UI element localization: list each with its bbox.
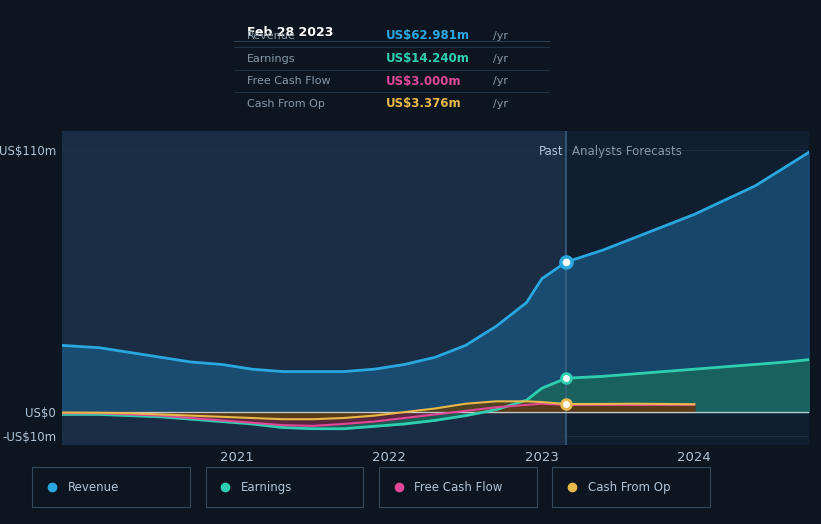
Text: /yr: /yr: [493, 31, 508, 41]
FancyBboxPatch shape: [553, 467, 710, 507]
FancyBboxPatch shape: [379, 467, 537, 507]
Text: Feb 28 2023: Feb 28 2023: [246, 26, 333, 39]
Text: Analysts Forecasts: Analysts Forecasts: [572, 145, 682, 158]
Text: US$3.000m: US$3.000m: [386, 74, 461, 88]
Text: Cash From Op: Cash From Op: [588, 481, 670, 494]
Text: Revenue: Revenue: [246, 31, 296, 41]
Text: Free Cash Flow: Free Cash Flow: [246, 76, 330, 86]
Text: Past: Past: [539, 145, 563, 158]
FancyBboxPatch shape: [205, 467, 363, 507]
Text: /yr: /yr: [493, 99, 508, 108]
Text: /yr: /yr: [493, 76, 508, 86]
Bar: [62, 131, 566, 445]
Text: US$62.981m: US$62.981m: [386, 29, 470, 42]
FancyBboxPatch shape: [32, 467, 190, 507]
Bar: [566, 131, 809, 445]
Text: Free Cash Flow: Free Cash Flow: [415, 481, 502, 494]
Text: US$3.376m: US$3.376m: [386, 97, 461, 110]
Text: Revenue: Revenue: [67, 481, 119, 494]
Text: Cash From Op: Cash From Op: [246, 99, 324, 108]
Text: Earnings: Earnings: [241, 481, 292, 494]
Text: US$14.240m: US$14.240m: [386, 52, 470, 65]
Text: Earnings: Earnings: [246, 53, 295, 63]
Text: /yr: /yr: [493, 53, 508, 63]
